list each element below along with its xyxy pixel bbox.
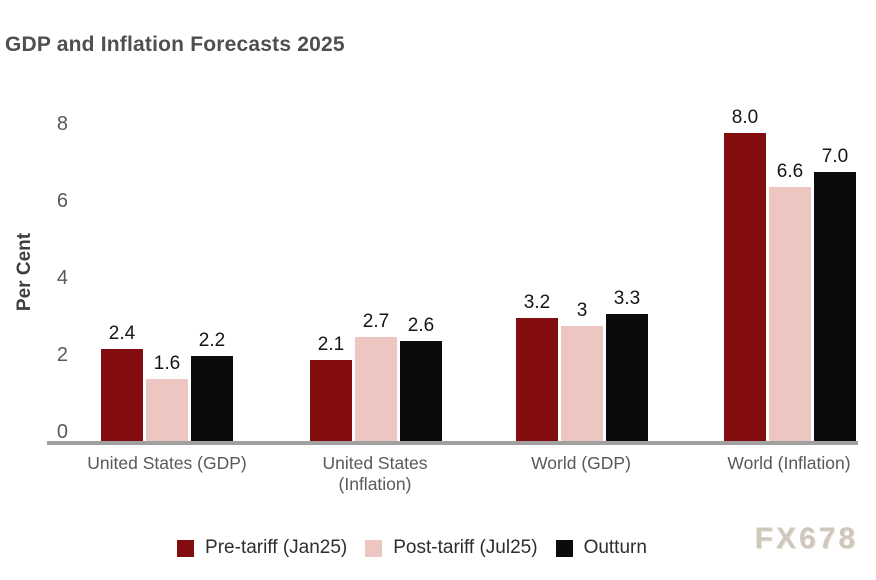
legend-label: Pre-tariff (Jan25)	[205, 537, 348, 558]
bar-value-label: 8.0	[731, 107, 759, 128]
bar-value-label: 2.6	[407, 314, 435, 336]
x-category-label-4: World (Inflation)	[727, 453, 851, 473]
bar-cell: 2.4	[101, 323, 143, 441]
legend-swatch-icon	[365, 539, 383, 557]
y-tick-label-6: 6	[56, 190, 68, 212]
bar-value-label: 3.2	[523, 291, 551, 313]
x-category-label-3: World (GDP)	[531, 453, 631, 473]
bar-value-label: 2.1	[317, 334, 345, 356]
bar-cell: 8.0	[724, 107, 766, 441]
legend-swatch-icon	[177, 539, 195, 557]
bar-outturn	[191, 356, 233, 441]
bar-value-label: 2.7	[362, 311, 390, 333]
x-axis-line	[47, 441, 858, 445]
bar-value-label: 3	[576, 299, 588, 321]
bar-cell: 1.6	[146, 353, 188, 441]
bar-cell: 2.1	[310, 334, 352, 441]
bar-pre-tariff-jan25	[310, 360, 352, 441]
bar-cell: 6.6	[769, 161, 811, 441]
bar-cell: 3	[561, 299, 603, 441]
y-tick-label-8: 8	[56, 113, 68, 135]
x-category-label-1: United States (GDP)	[87, 453, 247, 473]
y-tick-label-4: 4	[56, 267, 68, 289]
bar-pre-tariff-jan25	[516, 317, 558, 441]
y-tick-label-0: 0	[56, 421, 68, 443]
bar-group-4: 8.0 6.6 7.0	[724, 107, 856, 441]
plot-area: 2.4 1.6 2.2 2.1 2.7 2.6 3.2 3 3.3 8.0 6.6 7.0	[47, 100, 858, 441]
bar-pre-tariff-jan25	[101, 348, 143, 441]
bar-cell: 3.2	[516, 292, 558, 441]
bar-post-tariff-jul25	[146, 379, 188, 441]
bar-group-1: 2.4 1.6 2.2	[101, 323, 233, 441]
bar-outturn	[400, 340, 442, 441]
bar-cell: 2.2	[191, 330, 233, 441]
bar-value-label: 3.3	[613, 287, 641, 309]
legend-swatch-icon	[555, 539, 573, 557]
bar-post-tariff-jul25	[355, 337, 397, 441]
y-tick-label-2: 2	[56, 344, 68, 366]
bar-cell: 7.0	[814, 145, 856, 441]
bar-value-label: 7.0	[821, 145, 849, 167]
bar-group-3: 3.2 3 3.3	[516, 288, 648, 441]
bar-value-label: 6.6	[776, 160, 804, 182]
bar-cell: 3.3	[606, 288, 648, 441]
bar-cell: 2.6	[400, 315, 442, 441]
legend-label: Outturn	[583, 537, 647, 558]
x-category-label-2: United States (Inflation)	[322, 453, 428, 494]
legend-item-pre-tariff-jan25: Pre-tariff (Jan25)	[177, 537, 347, 559]
bar-pre-tariff-jan25	[724, 133, 766, 441]
legend-label: Post-tariff (Jul25)	[393, 537, 538, 558]
legend-item-outturn: Outturn	[555, 537, 647, 559]
bar-value-label: 2.4	[108, 322, 136, 344]
bar-group-2: 2.1 2.7 2.6	[310, 311, 442, 441]
bar-outturn	[606, 313, 648, 441]
bar-post-tariff-jul25	[769, 186, 811, 441]
bar-value-label: 2.2	[198, 330, 226, 352]
chart-title: GDP and Inflation Forecasts 2025	[5, 33, 345, 56]
legend: Pre-tariff (Jan25) Post-tariff (Jul25) Out…	[0, 537, 850, 559]
bar-outturn	[814, 171, 856, 441]
watermark-fx678: FX678	[754, 522, 858, 555]
bar-value-label: 1.6	[153, 353, 181, 375]
legend-item-post-tariff-jul25: Post-tariff (Jul25)	[365, 537, 538, 559]
bar-cell: 2.7	[355, 311, 397, 441]
bar-post-tariff-jul25	[561, 325, 603, 441]
